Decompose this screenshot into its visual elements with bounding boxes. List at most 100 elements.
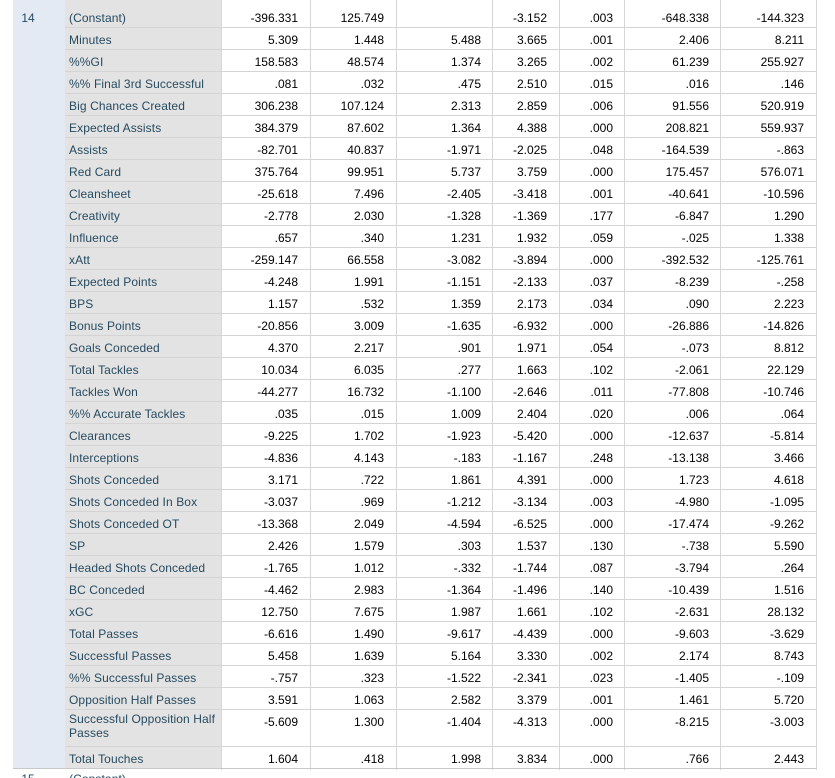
cell-hi: -10.746	[763, 385, 804, 399]
row-divider	[65, 577, 816, 578]
cell-lo: -.738	[681, 539, 709, 553]
next-model-row: 15 (Constant)	[0, 768, 835, 778]
cell-b: 3.591	[267, 693, 298, 707]
cell-beta: -1.100	[446, 385, 481, 399]
row-divider	[65, 313, 816, 314]
cell-lo: -.025	[681, 231, 709, 245]
table-row: Cleansheet -25.618 7.496 -2.405 -3.418 .001 -4…	[0, 182, 835, 204]
cell-beta: .901	[457, 341, 481, 355]
variable-label: Clearances	[69, 429, 131, 443]
table-row: %% Final 3rd Successful .081 .032 .475 2.510…	[0, 72, 835, 94]
table-row: Total Passes -6.616 1.490 -9.617 -4.439 .000 -…	[0, 622, 835, 644]
table-row: Successful Passes 5.458 1.639 5.164 3.330 .00…	[0, 644, 835, 666]
cell-beta: 1.861	[450, 473, 481, 487]
cell-hi: 1.290	[773, 209, 804, 223]
table-row: Total Touches 1.604 .418 1.998 3.834 .000 .766…	[0, 747, 835, 769]
cell-b: -9.225	[263, 429, 298, 443]
cell-se: .532	[360, 297, 384, 311]
model-number: 14	[21, 11, 35, 25]
variable-label: xGC	[69, 605, 94, 619]
cell-b: 3.171	[267, 473, 298, 487]
cell-sig: .015	[589, 77, 613, 91]
cell-t: 3.665	[516, 33, 547, 47]
cell-t: -6.932	[512, 319, 547, 333]
table-row: Creativity -2.778 2.030 -1.328 -1.369 .177 -6.…	[0, 204, 835, 226]
variable-label: Shots Conceded	[69, 473, 160, 487]
cell-t: -2.646	[512, 385, 547, 399]
cell-lo: -392.532	[661, 253, 709, 267]
column-divider	[310, 0, 311, 770]
cell-hi: 8.211	[774, 33, 804, 47]
table-row: Clearances -9.225 1.702 -1.923 -5.420 .000 -12…	[0, 424, 835, 446]
cell-sig: .001	[589, 187, 613, 201]
cell-sig: .002	[589, 55, 613, 69]
cell-t: 3.330	[516, 649, 547, 663]
cell-sig: .000	[589, 517, 613, 531]
cell-se: 66.558	[347, 253, 384, 267]
cell-se: 1.639	[353, 649, 384, 663]
variable-label: %% Accurate Tackles	[69, 407, 186, 421]
cell-sig: .140	[589, 583, 613, 597]
cell-t: -3.894	[512, 253, 547, 267]
row-divider	[65, 137, 816, 138]
cell-se: 87.602	[347, 121, 384, 135]
column-divider	[396, 0, 397, 770]
cell-sig: .059	[589, 231, 613, 245]
cell-lo: -3.794	[674, 561, 709, 575]
variable-label: BPS	[69, 297, 94, 311]
cell-b: 5.458	[267, 649, 298, 663]
variable-label: BC Conceded	[69, 583, 145, 597]
cell-b: 1.157	[267, 297, 298, 311]
table-row: Headed Shots Conceded -1.765 1.012 -.332 -1.…	[0, 556, 835, 578]
cell-beta: -1.404	[446, 715, 481, 729]
cell-t: -4.313	[512, 715, 547, 729]
cell-lo: .766	[685, 752, 709, 766]
table-row: (Constant) -396.331 125.749 -3.152 .003 -648.…	[0, 6, 835, 28]
cell-lo: -2.061	[674, 363, 709, 377]
cell-lo: 91.556	[672, 99, 709, 113]
cell-t: 3.265	[516, 55, 547, 69]
cell-lo: -8.215	[674, 715, 709, 729]
row-divider	[65, 511, 816, 512]
cell-sig: .130	[589, 539, 613, 553]
cell-lo: -9.603	[674, 627, 709, 641]
cell-t: 3.834	[516, 752, 547, 766]
cell-t: 2.404	[516, 407, 547, 421]
variable-label: Expected Points	[69, 275, 158, 289]
variable-label: xAtt	[69, 253, 91, 267]
row-divider	[65, 71, 816, 72]
row-divider	[65, 621, 816, 622]
left-gutter	[0, 0, 13, 778]
cell-hi: -5.814	[769, 429, 804, 443]
cell-se: .032	[360, 77, 384, 91]
cell-b: -2.778	[263, 209, 298, 223]
table-row: Shots Conceded 3.171 .722 1.861 4.391 .000 1.7…	[0, 468, 835, 490]
row-divider	[65, 115, 816, 116]
variable-label: Red Card	[69, 165, 122, 179]
cell-t: -1.369	[512, 209, 547, 223]
row-divider	[65, 555, 816, 556]
cell-hi: 520.919	[760, 99, 804, 113]
cell-sig: .037	[589, 275, 613, 289]
cell-b: 1.604	[267, 752, 298, 766]
cell-se: 1.012	[353, 561, 384, 575]
cell-hi: 5.590	[773, 539, 804, 553]
variable-label: Tackles Won	[69, 385, 138, 399]
cell-sig: .003	[589, 11, 613, 25]
cell-b: 375.764	[254, 165, 298, 179]
cell-t: 4.388	[516, 121, 547, 135]
cell-se: 1.490	[353, 627, 384, 641]
column-divider	[720, 0, 721, 770]
cell-b: -4.248	[263, 275, 298, 289]
cell-sig: .000	[589, 319, 613, 333]
cell-t: 1.971	[516, 341, 547, 355]
cell-se: 2.030	[353, 209, 384, 223]
table-row: Successful Opposition Half Passes -5.609 1…	[0, 710, 835, 747]
cell-b: .035	[274, 407, 298, 421]
cell-hi: 2.443	[773, 752, 804, 766]
cell-lo: -10.439	[668, 583, 709, 597]
cell-t: 1.537	[516, 539, 547, 553]
cell-hi: -.258	[776, 275, 804, 289]
cell-se: 3.009	[353, 319, 384, 333]
